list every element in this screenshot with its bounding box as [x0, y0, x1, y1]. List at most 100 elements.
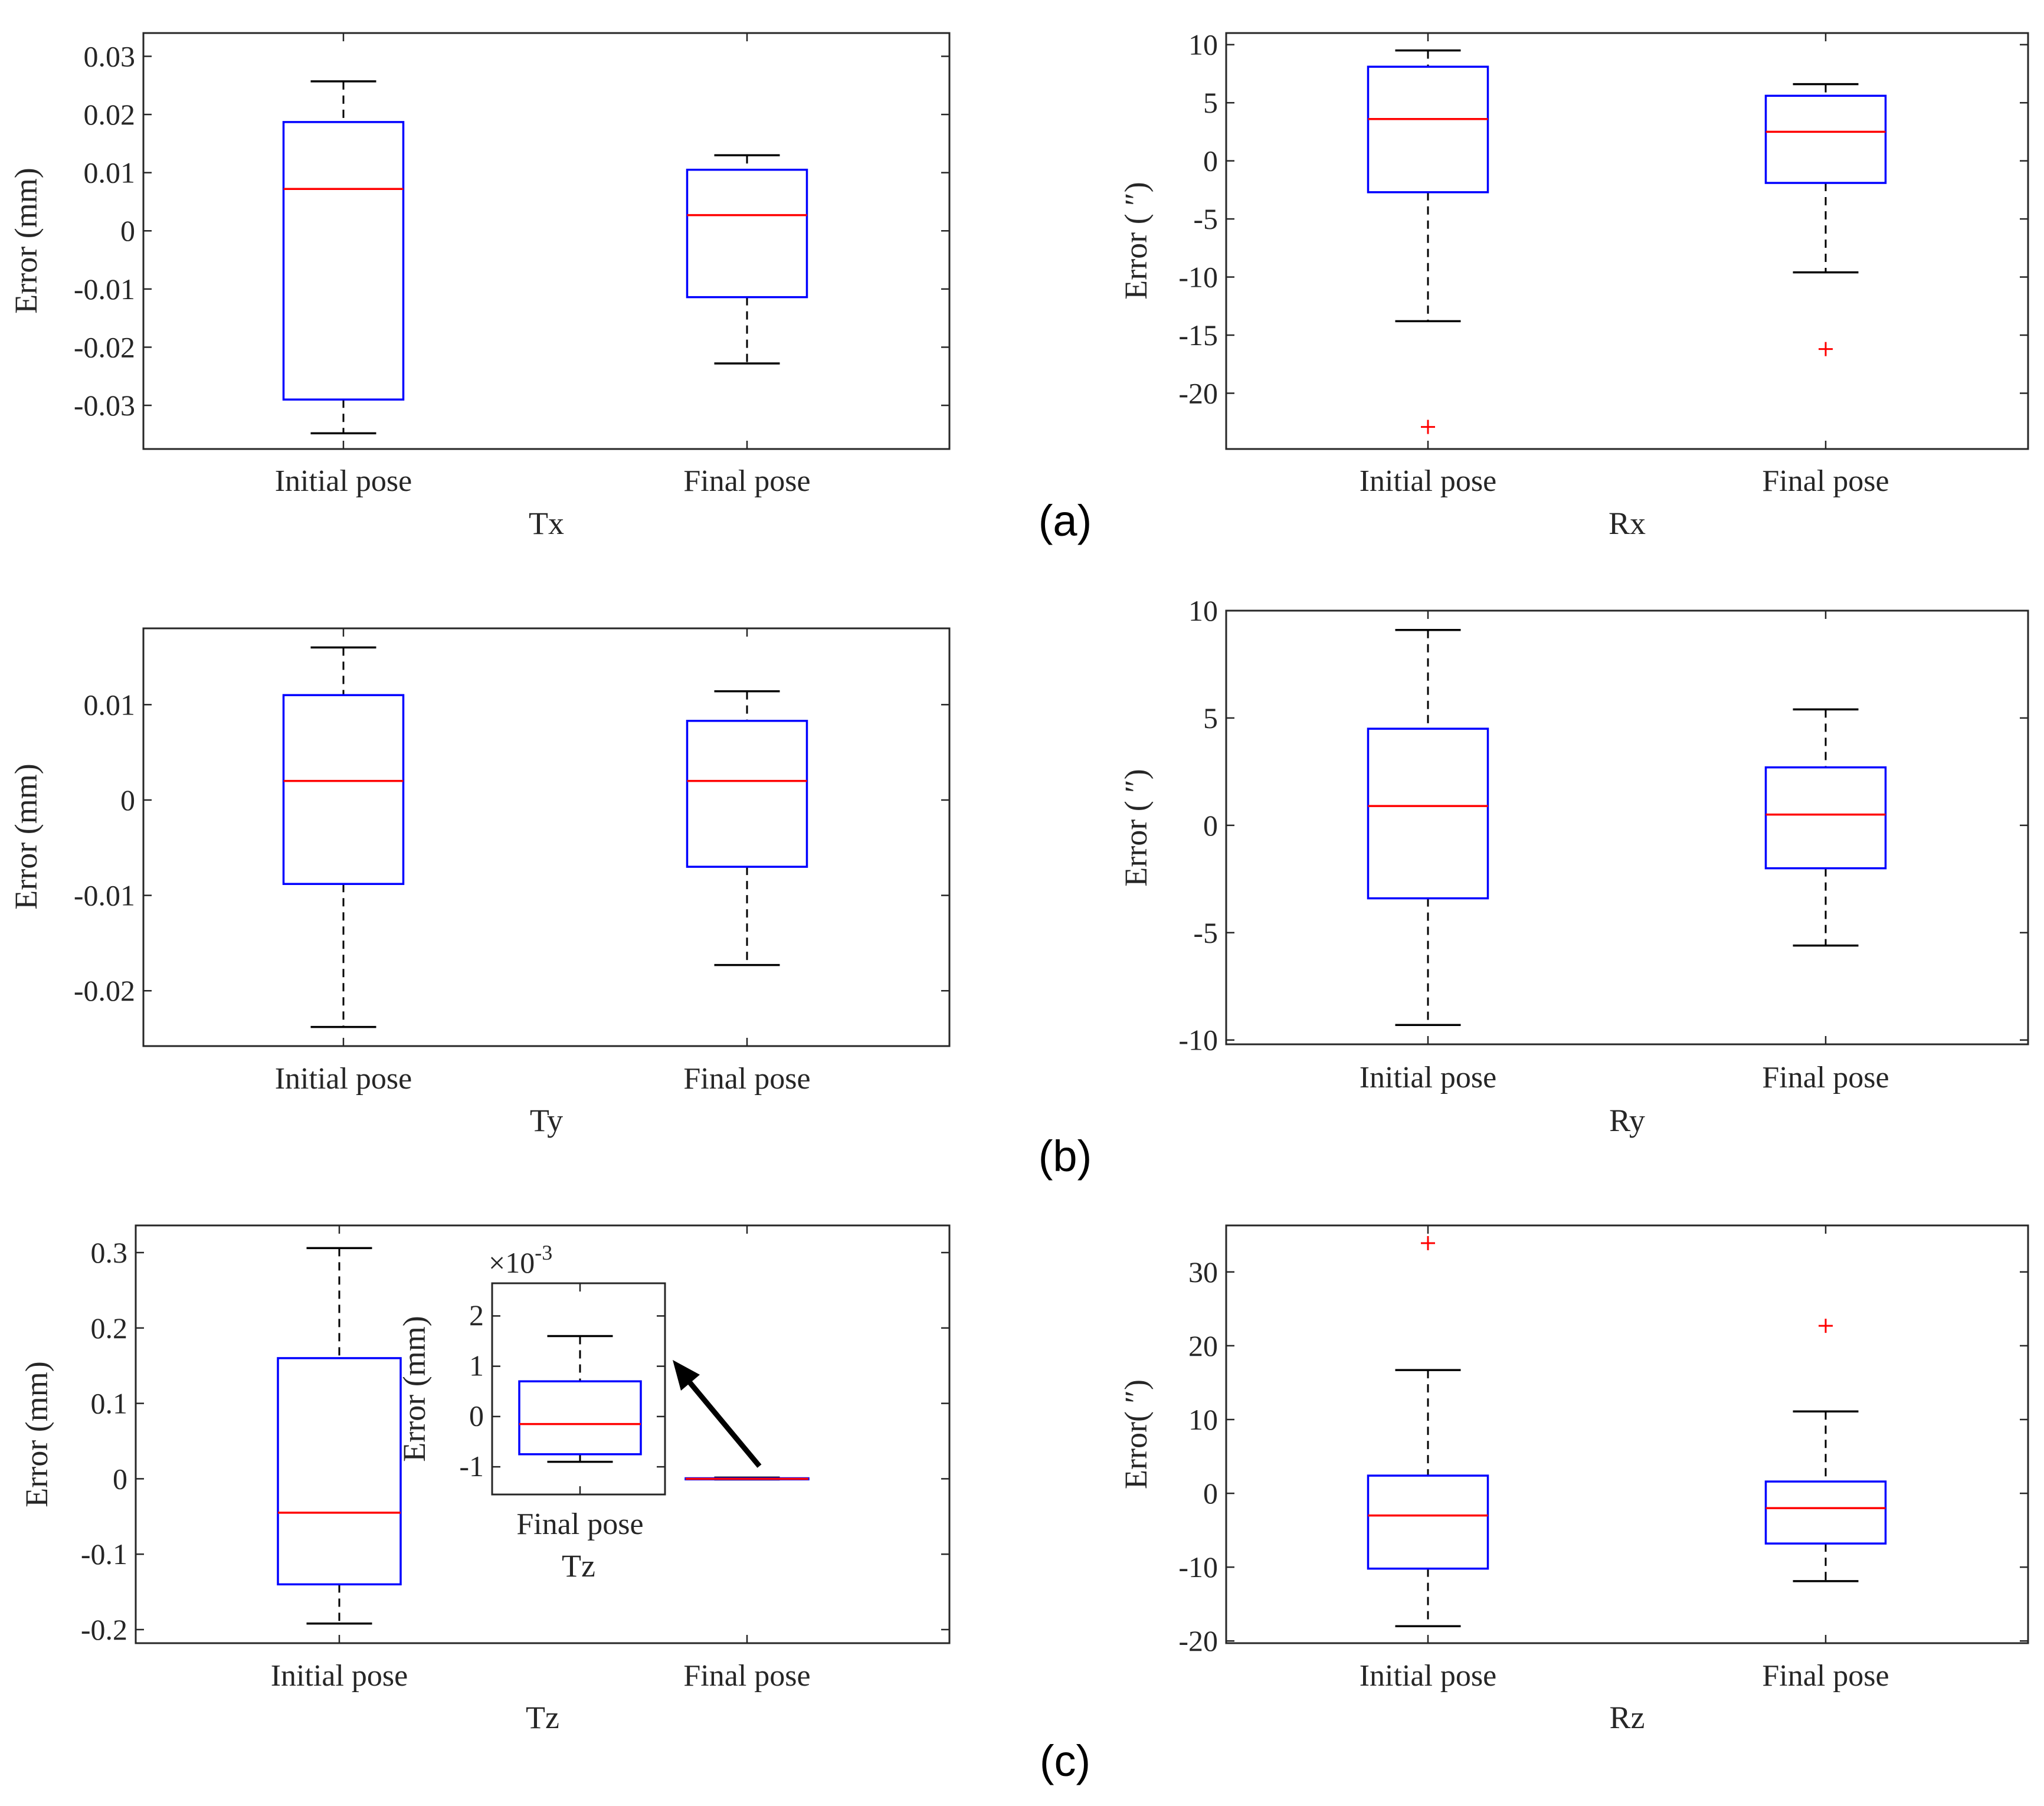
y-tick-label: 0: [120, 214, 135, 247]
y-tick-label: -0.03: [74, 389, 135, 422]
box-final: [1764, 708, 1887, 947]
box-final: [686, 154, 808, 365]
x-tick-label: Final pose: [683, 464, 810, 498]
exponent-label: ×10-3: [489, 1241, 552, 1279]
y-tick-label: -10: [1178, 1024, 1218, 1057]
y-tick-label: -10: [1178, 1551, 1218, 1584]
box-final: [518, 1335, 642, 1463]
inset-arrow-shaft: [687, 1380, 762, 1468]
y-tick-label: -10: [1178, 261, 1218, 294]
iqr-box: [1764, 1480, 1887, 1545]
y-axis-label: Error (mm): [19, 1361, 54, 1507]
panel-label-c: (c): [1040, 1736, 1090, 1785]
x-tick-label: Final pose: [1762, 1061, 1889, 1094]
exponent-power: -3: [535, 1241, 552, 1264]
box-final: [1764, 1319, 1887, 1582]
plot-frame: [1225, 32, 2029, 450]
y-tick-label: 0.1: [91, 1387, 128, 1420]
y-tick-label: 0.02: [84, 98, 136, 131]
y-tick-label: -1: [459, 1450, 484, 1483]
x-tick-label: Initial pose: [1360, 1061, 1497, 1094]
plot-frame: [491, 1282, 666, 1496]
chart-ry: -10 -5 0 5 10 Initial pose Final pose Ry Error (…: [1118, 594, 2029, 1138]
plot-frame: [1225, 609, 2029, 1045]
y-axis-label: Error ( ″): [1118, 769, 1154, 886]
y-tick-label: -0.01: [74, 879, 135, 912]
y-tick-label: -0.2: [81, 1613, 127, 1646]
x-axis-label: Tz: [562, 1548, 595, 1584]
y-tick-label: -15: [1178, 319, 1218, 352]
x-tick-label: Initial pose: [271, 1659, 408, 1693]
y-tick-label: 0: [1203, 809, 1218, 842]
chart-tx: -0.03 -0.02 -0.01 0 0.01 0.02 0.03 Initial pose…: [8, 32, 951, 541]
box-final: [684, 1476, 810, 1481]
y-tick-label: -0.1: [81, 1538, 127, 1571]
iqr-box: [518, 1380, 642, 1456]
y-tick-label: -0.02: [74, 330, 135, 363]
iqr-box: [1764, 94, 1887, 184]
y-tick-label: 0.2: [91, 1312, 128, 1345]
x-axis-label: Ty: [530, 1103, 563, 1138]
box-initial: [277, 1247, 402, 1625]
y-tick-label: 0: [1203, 145, 1218, 178]
chart-rx: -20 -15 -10 -5 0 5 10 Initial pose Final pose Rx E…: [1118, 28, 2029, 541]
y-tick-label: 2: [469, 1299, 484, 1332]
panel-label-a: (a): [1039, 496, 1092, 545]
iqr-box: [277, 1357, 402, 1586]
iqr-box: [1367, 1474, 1489, 1570]
x-tick-label: Final pose: [1762, 1659, 1889, 1693]
y-tick-label: 0.01: [84, 156, 136, 189]
y-tick-label: -20: [1178, 376, 1218, 409]
x-axis-label: Rx: [1609, 506, 1646, 541]
box-initial: [1367, 1236, 1489, 1627]
y-tick-label: 1: [469, 1349, 484, 1382]
plot-frame: [142, 627, 951, 1047]
y-axis-label: Error (mm): [8, 763, 44, 909]
y-tick-label: 10: [1188, 1403, 1218, 1436]
chart-tz: -0.2 -0.1 0 0.1 0.2 0.3 Initial pose Final pose…: [19, 1224, 951, 1735]
x-axis-label: Tz: [526, 1700, 559, 1735]
y-tick-label: -0.02: [74, 974, 135, 1007]
chart-tz_inset: -1 0 1 2 Final pose Tz Error (mm) ×10-3: [397, 1241, 666, 1584]
chart-ty: -0.02 -0.01 0 0.01 Initial pose Final pose Ty E…: [8, 627, 951, 1138]
inset-arrow-head: [673, 1360, 700, 1391]
y-tick-label: -0.01: [74, 273, 135, 306]
plot-frame: [1225, 1224, 2029, 1644]
iqr-box: [1367, 727, 1489, 900]
y-axis-label: Error (mm): [397, 1316, 432, 1461]
x-tick-label: Initial pose: [1360, 464, 1497, 498]
box-initial: [282, 646, 405, 1028]
panel-label-b: (b): [1039, 1132, 1092, 1181]
plot-frame: [142, 32, 951, 450]
y-tick-label: 5: [1203, 86, 1218, 119]
y-tick-label: 0: [1203, 1477, 1218, 1510]
x-axis-label: Rz: [1610, 1700, 1645, 1735]
y-tick-label: 0: [113, 1462, 127, 1495]
box-final: [686, 690, 808, 966]
y-axis-label: Error ( ″): [1118, 182, 1154, 299]
y-tick-label: 0.3: [91, 1236, 128, 1269]
y-tick-label: 0: [469, 1399, 484, 1433]
box-initial: [282, 80, 405, 435]
iqr-box: [282, 121, 405, 401]
iqr-box: [282, 694, 405, 885]
y-tick-label: 0.03: [84, 40, 136, 73]
x-tick-label: Final pose: [516, 1507, 643, 1541]
x-tick-label: Initial pose: [275, 464, 412, 498]
chart-rz: -20 -10 0 10 20 30 Initial pose Final pose Rz Err…: [1118, 1224, 2029, 1735]
x-tick-label: Final pose: [683, 1659, 810, 1693]
x-axis-label: Ry: [1609, 1103, 1645, 1138]
y-tick-label: 30: [1188, 1256, 1218, 1289]
box-initial: [1367, 628, 1489, 1027]
y-tick-label: -5: [1193, 916, 1218, 949]
iqr-box: [686, 720, 808, 868]
iqr-box: [1764, 766, 1887, 870]
y-tick-label: 10: [1188, 28, 1218, 61]
x-tick-label: Initial pose: [275, 1062, 412, 1096]
y-axis-label: Error (mm): [8, 168, 44, 313]
x-tick-label: Initial pose: [1360, 1659, 1497, 1693]
iqr-box: [1367, 65, 1489, 194]
exponent-base: ×10: [489, 1246, 535, 1279]
y-tick-label: 5: [1203, 702, 1218, 735]
